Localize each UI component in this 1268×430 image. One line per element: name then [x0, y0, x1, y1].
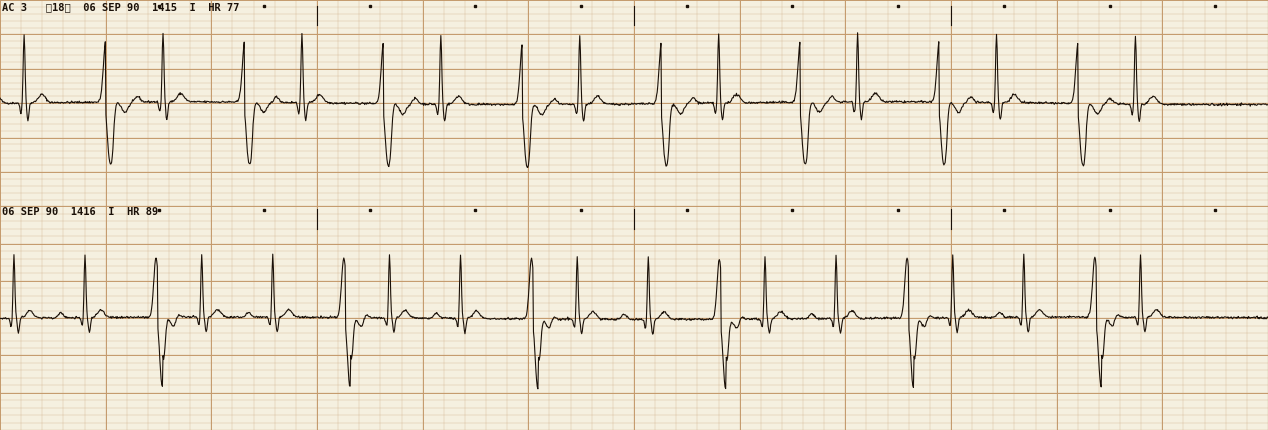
Text: AC 3   〘18〙  06 SEP 90  1415  I  HR 77: AC 3 〘18〙 06 SEP 90 1415 I HR 77	[3, 2, 240, 12]
Text: 06 SEP 90  1416  I  HR 89: 06 SEP 90 1416 I HR 89	[3, 207, 158, 217]
